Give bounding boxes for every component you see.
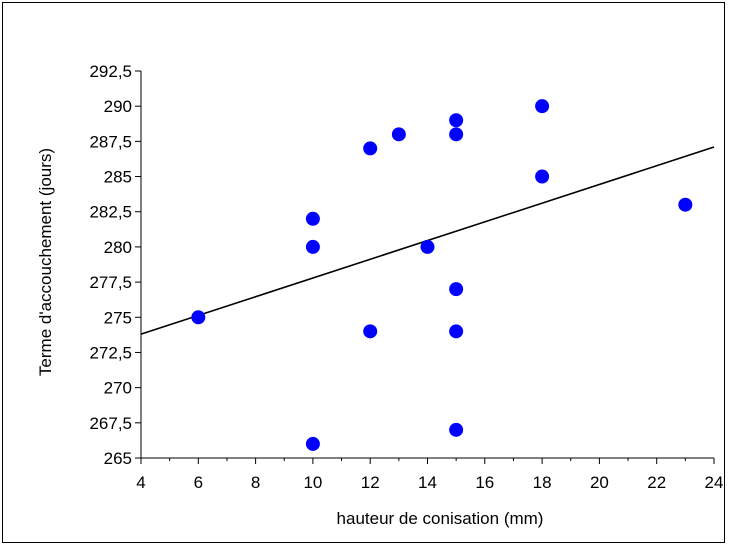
data-point (535, 169, 550, 184)
y-tick-label: 292,5 (89, 62, 132, 81)
data-point (363, 324, 378, 339)
data-point (449, 282, 464, 297)
axes (140, 71, 714, 459)
data-point (363, 141, 378, 156)
y-tick-label: 280 (104, 238, 132, 257)
x-tick-label: 12 (361, 473, 380, 492)
y-tick-label: 267,5 (89, 414, 132, 433)
y-tick-label: 265 (104, 449, 132, 468)
data-point (420, 239, 435, 254)
data-point (449, 113, 464, 128)
x-tick-label: 20 (590, 473, 609, 492)
data-point (535, 99, 550, 114)
x-tick-label: 4 (136, 473, 145, 492)
data-point (391, 127, 406, 142)
y-tick-label: 272,5 (89, 343, 132, 362)
x-tick-label: 22 (647, 473, 666, 492)
x-tick-label: 18 (533, 473, 552, 492)
y-tick-label: 290 (104, 97, 132, 116)
x-tick-label: 24 (705, 473, 724, 492)
x-tick-label: 6 (194, 473, 203, 492)
data-point (449, 324, 464, 339)
x-tick-label: 8 (251, 473, 260, 492)
data-point (449, 127, 464, 142)
tick-labels: 4 6 8 10 12 14 16 18 20 22 24 265 267,5 270 272,5 275 27… (89, 62, 723, 492)
y-tick-label: 275 (104, 308, 132, 327)
data-point (305, 239, 320, 254)
y-axis-label: Terme d'accouchement (jours) (36, 148, 55, 376)
x-tick-label: 14 (418, 473, 437, 492)
data-point (191, 310, 206, 325)
tick-marks (135, 70, 715, 464)
y-tick-label: 287,5 (89, 132, 132, 151)
data-point (305, 436, 320, 451)
x-tick-label: 16 (475, 473, 494, 492)
data-point (449, 422, 464, 437)
y-tick-label: 285 (104, 168, 132, 187)
y-tick-label: 277,5 (89, 273, 132, 292)
data-points (191, 99, 693, 451)
data-point (678, 197, 693, 212)
x-tick-label: 10 (303, 473, 322, 492)
x-axis-label: hauteur de conisation (mm) (337, 509, 544, 528)
y-tick-label: 282,5 (89, 203, 132, 222)
data-point (305, 211, 320, 226)
y-tick-label: 270 (104, 379, 132, 398)
